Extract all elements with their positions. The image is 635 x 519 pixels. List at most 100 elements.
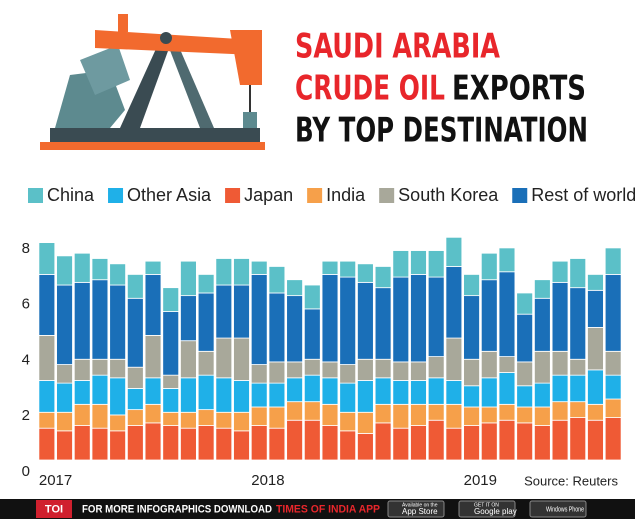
x-tick-label: 2017	[39, 472, 72, 489]
bar-segment	[480, 252, 498, 281]
bar-segment	[445, 403, 463, 429]
x-tick-label: 2019	[464, 472, 497, 489]
bar-segment	[144, 260, 162, 275]
bar-segment	[392, 361, 410, 381]
bar-segment	[250, 382, 268, 408]
bar-segment	[480, 377, 498, 408]
bar-segment	[534, 279, 551, 299]
bar-segment	[339, 382, 357, 413]
bar-segment	[303, 419, 321, 461]
bar-segment	[126, 409, 144, 426]
bar-segment	[303, 284, 321, 310]
bar-segment	[215, 337, 233, 379]
bar-segment	[604, 350, 622, 376]
bar-segment	[303, 374, 321, 403]
legend-label: China	[47, 185, 95, 205]
bar-segment	[445, 380, 463, 405]
bar-segment	[569, 401, 587, 418]
oil-pump-illustration	[40, 14, 265, 150]
bar-segment	[197, 425, 215, 461]
bar-segment	[587, 419, 604, 461]
bar-segment	[374, 266, 392, 289]
y-tick-label: 4	[22, 351, 30, 368]
bar-segment	[604, 274, 622, 352]
bar-segment	[109, 414, 127, 432]
bar-segment	[534, 425, 551, 461]
badge-small: GET IT ON	[474, 502, 499, 508]
bar-segment	[321, 377, 339, 405]
bar-segment	[551, 260, 569, 283]
bar-segment	[38, 427, 56, 461]
footer-logo: TOI	[45, 503, 63, 515]
bar-segment	[410, 403, 427, 426]
bar-segment	[250, 260, 268, 275]
bar-segment	[233, 380, 250, 413]
bar-segment	[516, 385, 534, 408]
bar-segment	[516, 292, 534, 315]
bar-segment	[180, 295, 197, 342]
bar-segment	[374, 358, 392, 379]
footer: TOI FOR MORE INFOGRAPHICS DOWNLOAD TIMES…	[0, 499, 635, 519]
bar-segment	[445, 266, 463, 339]
bar-segment	[534, 297, 551, 352]
bar-segment	[480, 406, 498, 424]
bar-segment	[321, 260, 339, 275]
legend-swatch	[512, 188, 528, 203]
bar-segment	[516, 422, 534, 461]
badge-small: Available on the	[402, 502, 438, 508]
badge-label: Windows Phone	[546, 506, 584, 513]
badge-label: App Store	[402, 507, 438, 516]
bar-segment	[357, 411, 374, 434]
legend-swatch	[225, 188, 241, 203]
bar-segment	[162, 411, 180, 426]
bar-segment	[516, 406, 534, 424]
bar-segment	[604, 247, 622, 275]
title-line: SAUDI ARABIA	[295, 27, 501, 67]
bar-segment	[357, 263, 374, 283]
bar-segment	[268, 361, 286, 384]
bar-segment	[197, 374, 215, 411]
bar-segment	[516, 361, 534, 387]
bar-segment	[321, 274, 339, 363]
bar-segment	[250, 406, 268, 426]
bar-segment	[321, 361, 339, 379]
legend-swatch	[108, 188, 124, 203]
bar-segment	[38, 380, 56, 413]
bar-segment	[339, 430, 357, 461]
bar-segment	[498, 372, 516, 405]
legend-label: Other Asia	[127, 185, 212, 205]
y-tick-label: 8	[22, 240, 30, 257]
bar-segment	[126, 425, 144, 461]
bar-segment	[268, 427, 286, 461]
bar-segment	[587, 274, 604, 291]
bar-segment	[215, 284, 233, 339]
bar-segment	[357, 433, 374, 461]
bar-segment	[91, 258, 109, 281]
bar-segment	[569, 258, 587, 289]
bar-segment	[303, 358, 321, 376]
bar-segment	[569, 417, 587, 461]
bar-segment	[604, 417, 622, 461]
bar-segment	[38, 274, 56, 336]
bar-segment	[144, 422, 162, 461]
bar-segment	[215, 258, 233, 286]
bar-segment	[480, 350, 498, 379]
bar-segment	[463, 358, 480, 387]
legend-label: Japan	[244, 185, 293, 205]
bar-segment	[109, 263, 127, 286]
bar-segment	[480, 279, 498, 352]
bar-segment	[73, 281, 91, 360]
bar-segment	[339, 276, 357, 365]
bar-segment	[303, 401, 321, 421]
badge[interactable]	[458, 500, 516, 518]
bar-segment	[498, 247, 516, 273]
badge[interactable]	[529, 500, 587, 518]
y-tick-label: 2	[22, 407, 30, 424]
badge[interactable]	[387, 500, 445, 518]
bar-segment	[569, 358, 587, 376]
bar-segment	[126, 274, 144, 299]
bar-segment	[551, 374, 569, 403]
bar-segment	[551, 401, 569, 421]
bar-segment	[587, 327, 604, 371]
bar-segment	[569, 374, 587, 403]
